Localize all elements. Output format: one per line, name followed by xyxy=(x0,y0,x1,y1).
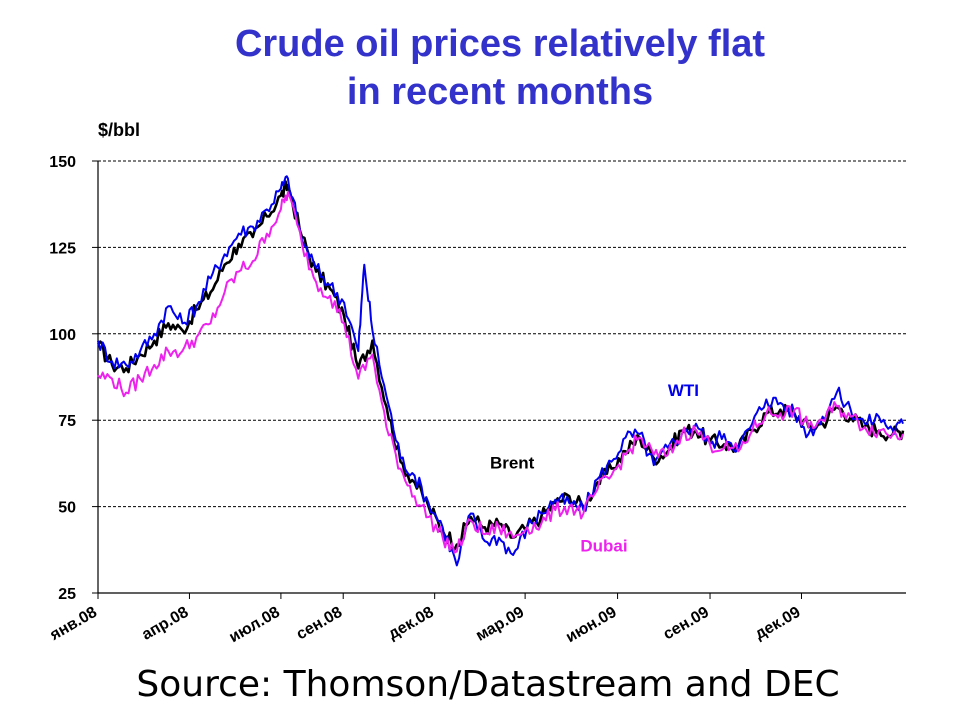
y-tick-label: 75 xyxy=(58,413,76,430)
x-tick-label: сен.09 xyxy=(660,604,712,644)
y-tick-label: 100 xyxy=(49,327,76,344)
series-label-brent: Brent xyxy=(490,454,535,473)
series-line-brent xyxy=(97,180,905,552)
x-tick-labels: янв.08 апр.08 июл.08 сен.08 дек.08 мар.09 июн.… xyxy=(46,604,803,647)
y-tick-label: 50 xyxy=(58,500,76,517)
chart-title-line-1: Crude oil prices relatively flat xyxy=(234,23,766,65)
y-axis-unit-label: $/bbl xyxy=(98,120,141,140)
y-tick-labels: 150 125 100 75 50 25 xyxy=(49,154,76,603)
y-tick-label: 150 xyxy=(49,154,76,171)
y-tick-label: 25 xyxy=(58,586,76,603)
source-note: Source: Thomson/Datastream and DEC xyxy=(136,664,840,705)
y-tick-label: 125 xyxy=(49,240,76,257)
x-tick-label: апр.08 xyxy=(139,604,191,644)
series-line-dubai xyxy=(97,191,904,554)
x-tick-label: дек.09 xyxy=(752,604,803,643)
chart-title: Crude oil prices relatively flat in rece… xyxy=(0,20,960,116)
x-tick-label: июл.08 xyxy=(226,604,283,647)
series-lines xyxy=(97,175,905,567)
series-labels: WTI Brent Dubai xyxy=(490,381,699,556)
x-tick-label: сен.08 xyxy=(294,604,346,644)
series-label-wti: WTI xyxy=(668,381,699,400)
x-tick-label: янв.08 xyxy=(46,604,100,645)
x-tick-label: дек.08 xyxy=(385,604,436,643)
chart-title-line-2: in recent months xyxy=(346,71,654,113)
axes xyxy=(92,160,906,599)
x-tick-label: мар.09 xyxy=(473,604,527,645)
series-label-dubai: Dubai xyxy=(580,537,627,556)
x-tick-label: июн.09 xyxy=(563,604,620,646)
